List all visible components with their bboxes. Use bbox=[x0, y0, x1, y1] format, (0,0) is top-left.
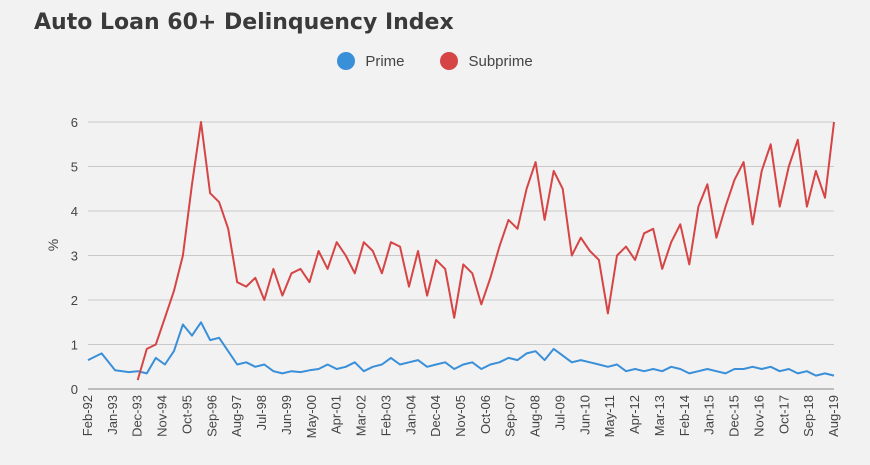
legend-swatch-prime bbox=[337, 52, 356, 70]
x-tick-label: Oct-95 bbox=[179, 395, 194, 434]
x-tick-label: Jul-09 bbox=[552, 395, 567, 430]
x-tick-label: Dec-15 bbox=[727, 395, 742, 437]
x-tick-label: Feb-92 bbox=[80, 395, 95, 436]
legend-item-subprime[interactable]: Subprime bbox=[440, 52, 533, 70]
x-tick-label: Dec-04 bbox=[428, 395, 443, 437]
legend-item-prime[interactable]: Prime bbox=[337, 52, 404, 70]
x-tick-label: Sep-18 bbox=[801, 395, 816, 437]
x-tick-label: Dec-93 bbox=[130, 395, 145, 437]
chart-legend: Prime Subprime bbox=[0, 52, 870, 70]
y-tick-label: 0 bbox=[71, 382, 78, 397]
y-axis-label: % bbox=[45, 239, 61, 251]
series-line-prime bbox=[87, 321, 835, 377]
x-tick-label: Apr-12 bbox=[627, 395, 642, 434]
x-tick-label: Feb-14 bbox=[677, 395, 692, 436]
y-tick-label: 1 bbox=[71, 338, 78, 353]
y-tick-label: 5 bbox=[71, 160, 78, 175]
legend-label-subprime: Subprime bbox=[468, 52, 533, 70]
x-tick-label: Mar-02 bbox=[354, 395, 369, 436]
x-tick-label: Jan-04 bbox=[403, 395, 418, 435]
x-tick-label: Jan-93 bbox=[105, 395, 120, 435]
x-tick-label: Sep-96 bbox=[204, 395, 219, 437]
x-tick-label: Apr-01 bbox=[329, 395, 344, 434]
x-tick-label: Jun-10 bbox=[577, 395, 592, 435]
x-tick-label: May-11 bbox=[602, 395, 617, 437]
y-tick-label: 6 bbox=[71, 115, 78, 130]
chart-title: Auto Loan 60+ Delinquency Index bbox=[34, 10, 454, 35]
x-tick-label: Oct-06 bbox=[478, 395, 493, 434]
x-tick-label: Aug-08 bbox=[528, 395, 543, 437]
x-tick-label: Aug-97 bbox=[229, 395, 244, 437]
x-tick-label: Jun-99 bbox=[279, 395, 294, 435]
x-tick-label: Jan-15 bbox=[702, 395, 717, 435]
x-tick-label: Feb-03 bbox=[378, 395, 393, 436]
x-tick-label: May-00 bbox=[304, 395, 319, 438]
series-line-subprime bbox=[136, 121, 835, 381]
x-tick-label: Nov-94 bbox=[155, 395, 170, 437]
legend-label-prime: Prime bbox=[365, 52, 405, 70]
legend-swatch-subprime bbox=[440, 52, 459, 70]
x-tick-label: Nov-05 bbox=[453, 395, 468, 437]
y-tick-label: 2 bbox=[71, 293, 78, 308]
y-tick-label: 4 bbox=[71, 204, 78, 219]
x-tick-label: Oct-17 bbox=[776, 395, 791, 434]
x-tick-label: Jul-98 bbox=[254, 395, 269, 430]
x-tick-label: Mar-13 bbox=[652, 395, 667, 436]
y-tick-label: 3 bbox=[71, 249, 78, 264]
x-tick-label: Sep-07 bbox=[503, 395, 518, 437]
x-tick-label: Aug-19 bbox=[826, 395, 841, 437]
x-tick-label: Nov-16 bbox=[751, 395, 766, 437]
